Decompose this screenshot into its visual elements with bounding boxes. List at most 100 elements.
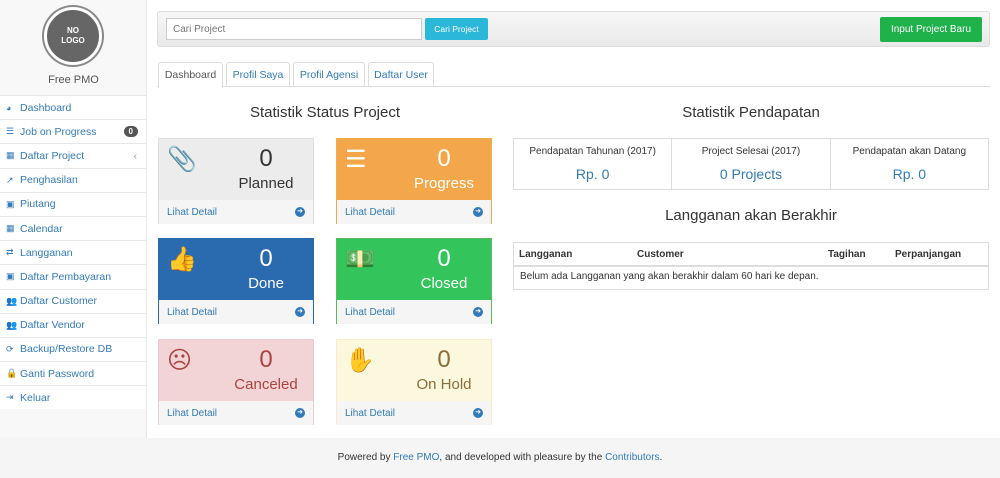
status-count: 0 — [437, 145, 451, 172]
status-box-done: 👍 0 Done Lihat Detail ➜ — [158, 238, 314, 324]
subscriptions-title: Langganan akan Berakhir — [665, 207, 837, 224]
money-icon: 💵 — [345, 246, 375, 273]
sidebar-item-label: Piutang — [20, 198, 56, 211]
money-icon: ▣ — [6, 271, 15, 282]
status-box-closed: 💵 0 Closed Lihat Detail ➜ — [336, 238, 492, 324]
search-button[interactable]: Cari Project — [425, 18, 488, 40]
tachometer-icon: ◕ — [6, 102, 12, 113]
subscriptions-table: Langganan Customer Tagihan Perpanjangan … — [513, 242, 989, 290]
stat-projects-done: Project Selesai (2017) 0 Projects — [672, 139, 831, 189]
tab-daftar-user[interactable]: Daftar User — [368, 62, 434, 87]
sidebar-item-label: Daftar Project — [20, 149, 85, 162]
count-badge: 0 — [123, 126, 138, 138]
sidebar-item-calendar[interactable]: ▦ Calendar — [0, 215, 146, 241]
thumbs-up-icon: 👍 — [167, 246, 197, 273]
new-project-button[interactable]: Input Project Baru — [880, 17, 982, 42]
status-count: 0 — [259, 145, 273, 172]
arrow-circle-right-icon: ➜ — [473, 408, 483, 418]
users-icon: 👥 — [6, 319, 18, 330]
sidebar-item-label: Penghasilan — [20, 174, 78, 187]
hand-stop-icon: ✋ — [345, 347, 375, 374]
calendar-icon: ▦ — [6, 223, 15, 234]
sidebar-item-label: Keluar — [20, 391, 51, 404]
sidebar-item-langganan[interactable]: ⇄ Langganan — [0, 240, 146, 265]
sidebar-item-daftar-customer[interactable]: 👥 Daftar Customer — [0, 288, 146, 313]
footer: Powered by Free PMO, and developed with … — [0, 438, 1000, 478]
arrow-circle-right-icon: ➜ — [295, 408, 305, 418]
status-label: Done — [248, 275, 284, 292]
status-label: Progress — [413, 175, 475, 192]
sidebar-item-daftar-pembayaran[interactable]: ▣ Daftar Pembayaran — [0, 264, 146, 289]
sidebar-item-dashboard[interactable]: ◕ Dashboard — [0, 95, 146, 120]
sidebar-item-label: Daftar Vendor — [20, 319, 85, 332]
tasks-icon: ☰ — [345, 146, 367, 173]
sidebar: NO LOGO Free PMO ◕ Dashboard ☰ Job on Progre… — [0, 0, 147, 438]
status-box-progress: ☰ 0 Progress Lihat Detail ➜ — [336, 138, 492, 224]
search-input[interactable] — [166, 18, 422, 40]
income-stats: Pendapatan Tahunan (2017) Rp. 0 Project S… — [513, 138, 989, 190]
tasks-icon: ☰ — [6, 126, 15, 137]
stat-upcoming-income: Pendapatan akan Datang Rp. 0 — [852, 146, 967, 182]
status-box-on-hold: ✋ 0 On Hold Lihat Detail ➜ — [336, 339, 492, 425]
status-count: 0 — [437, 346, 451, 373]
retweet-icon: ⇄ — [6, 247, 14, 258]
sidebar-item-label: Dashboard — [20, 101, 72, 114]
frown-icon: ☹ — [167, 347, 193, 374]
arrow-circle-right-icon: ➜ — [473, 207, 483, 217]
empty-row: Belum ada Langganan yang akan berakhir d… — [520, 271, 819, 282]
sidebar-item-label: Job on Progress — [20, 125, 97, 138]
paperclip-icon: 📎 — [167, 146, 197, 173]
tab-dashboard[interactable]: Dashboard — [158, 62, 223, 88]
sidebar-item-ganti-password[interactable]: 🔒 Ganti Password — [0, 361, 146, 386]
lock-icon: 🔒 — [6, 368, 18, 379]
sidebar-item-backup-restore-db[interactable]: ⟳ Backup/Restore DB — [0, 336, 146, 362]
arrow-circle-right-icon: ➜ — [295, 307, 305, 317]
detail-link[interactable]: Lihat Detail ➜ — [337, 300, 491, 324]
money-icon: ▣ — [6, 198, 15, 209]
detail-link[interactable]: Lihat Detail ➜ — [159, 401, 313, 425]
sign-out-icon: ⇥ — [6, 392, 14, 403]
arrow-circle-right-icon: ➜ — [473, 307, 483, 317]
sidebar-item-daftar-project[interactable]: ▦ Daftar Project ‹ — [0, 143, 146, 168]
status-label: Planned — [238, 175, 294, 192]
detail-link[interactable]: Lihat Detail ➜ — [337, 200, 491, 224]
status-count: 0 — [259, 245, 273, 272]
sidebar-item-label: Langganan — [20, 246, 73, 259]
sidebar-nav: ◕ Dashboard ☰ Job on Progress 0 ▦ Daftar Proje… — [0, 95, 146, 410]
sidebar-item-label: Calendar — [20, 222, 63, 235]
status-label: On Hold — [416, 376, 472, 393]
sidebar-item-piutang[interactable]: ▣ Piutang — [0, 191, 146, 216]
table-header: Langganan Customer Tagihan Perpanjangan — [514, 243, 988, 267]
sidebar-item-label: Ganti Password — [20, 367, 95, 380]
free-pmo-link[interactable]: Free PMO — [393, 452, 440, 463]
sidebar-item-job-on-progress[interactable]: ☰ Job on Progress 0 — [0, 119, 146, 144]
detail-link[interactable]: Lihat Detail ➜ — [159, 200, 313, 224]
sidebar-item-keluar[interactable]: ⇥ Keluar — [0, 385, 146, 410]
users-icon: 👥 — [6, 295, 18, 306]
tabs: Dashboard Profil Saya Profil Agensi Daft… — [157, 62, 990, 88]
status-count: 0 — [437, 245, 451, 272]
sidebar-item-label: Daftar Customer — [20, 295, 98, 308]
top-bar: Cari Project Input Project Baru — [157, 11, 990, 47]
sidebar-item-label: Daftar Pembayaran — [20, 270, 112, 283]
status-box-canceled: ☹ 0 Canceled Lihat Detail ➜ — [158, 339, 314, 425]
status-count: 0 — [259, 346, 273, 373]
arrow-circle-right-icon: ➜ — [295, 207, 305, 217]
status-label: Canceled — [234, 376, 298, 393]
status-label: Closed — [420, 275, 468, 292]
table-icon: ▦ — [6, 150, 15, 161]
status-title: Statistik Status Project — [249, 104, 401, 121]
tab-profil-agensi[interactable]: Profil Agensi — [293, 62, 365, 87]
chevron-left-icon: ‹ — [133, 149, 138, 162]
line-chart-icon: ↗ — [6, 174, 14, 185]
detail-link[interactable]: Lihat Detail ➜ — [159, 300, 313, 324]
refresh-icon: ⟳ — [6, 343, 14, 354]
logo: NO LOGO — [44, 7, 102, 65]
tab-profil-saya[interactable]: Profil Saya — [226, 62, 290, 87]
brand-name: Free PMO — [48, 74, 99, 86]
sidebar-item-daftar-vendor[interactable]: 👥 Daftar Vendor — [0, 312, 146, 337]
detail-link[interactable]: Lihat Detail ➜ — [337, 401, 491, 425]
contributors-link[interactable]: Contributors — [605, 452, 660, 463]
income-title: Statistik Pendapatan — [682, 104, 820, 121]
sidebar-item-penghasilan[interactable]: ↗ Penghasilan — [0, 167, 146, 192]
